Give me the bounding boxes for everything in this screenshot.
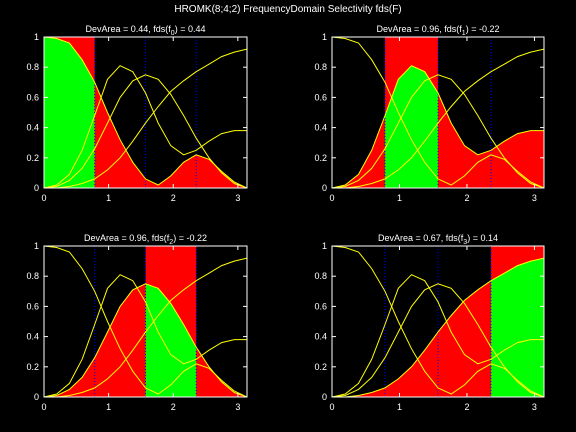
- filter-curve-2: [44, 283, 247, 397]
- filter-curve-2: [332, 283, 544, 397]
- plot-area: [44, 246, 247, 397]
- filter-curve-3: [332, 48, 544, 188]
- figure-suptitle: HROMK(8;4;2) FrequencyDomain Selectivity…: [174, 4, 401, 15]
- filter-curve-3: [332, 257, 544, 397]
- filter-curve-1: [332, 274, 544, 397]
- plot-area: [44, 37, 247, 188]
- y-tick-label: 0.2: [314, 153, 327, 163]
- plot-area: [332, 246, 544, 397]
- y-tick-label: 0: [34, 183, 39, 193]
- y-tick-label: 0.6: [314, 301, 327, 311]
- axes-frame: [43, 245, 248, 398]
- subplot-2: 0 1 2 3 0 0.2 0.4 0.6 0.8 1 DevArea = 0.96, fds(f1…: [314, 24, 545, 203]
- x-tick-label: 2: [171, 193, 176, 203]
- y-tick-label: 0.4: [314, 332, 327, 342]
- subplot-grid: 0 1 2 3 0 0.2 0.4 0.6 0.8 1 DevArea = 0.44, fds(f0…: [26, 24, 545, 412]
- y-tick-label: 0.4: [26, 123, 39, 133]
- subplot-title: DevArea = 0.96, fds(f2) = -0.22: [84, 233, 207, 246]
- plot-area: [332, 37, 544, 188]
- y-tick-label: 0.8: [26, 62, 39, 72]
- x-tick-label: 1: [397, 193, 402, 203]
- x-tick-label: 3: [235, 402, 240, 412]
- x-tick-label: 3: [532, 402, 537, 412]
- y-tick-label: 0.6: [26, 301, 39, 311]
- y-tick-label: 0.6: [314, 92, 327, 102]
- passband-fill: [490, 258, 544, 397]
- deviation-area: [44, 283, 247, 397]
- x-tick-label: 0: [329, 193, 334, 203]
- filter-curve-1: [44, 65, 247, 188]
- y-tick-label: 1: [34, 32, 39, 42]
- subplot-1: 0 1 2 3 0 0.2 0.4 0.6 0.8 1 DevArea = 0.44, fds(f0…: [26, 24, 248, 203]
- y-tick-label: 0.4: [314, 123, 327, 133]
- x-tick-label: 3: [532, 193, 537, 203]
- x-tick-label: 0: [329, 402, 334, 412]
- y-tick-label: 1: [34, 241, 39, 251]
- filter-curve-3: [44, 257, 247, 397]
- x-tick-label: 2: [171, 402, 176, 412]
- subplot-3: 0 1 2 3 0 0.2 0.4 0.6 0.8 1 DevArea = 0.96, fds(f2…: [26, 233, 248, 412]
- subplot-title: DevArea = 0.96, fds(f1) = -0.22: [377, 24, 500, 37]
- deviation-area: [44, 37, 247, 188]
- x-tick-label: 0: [41, 402, 46, 412]
- passband-fill: [384, 65, 439, 188]
- x-tick-label: 1: [106, 193, 111, 203]
- x-tick-label: 2: [464, 402, 469, 412]
- x-tick-label: 1: [106, 402, 111, 412]
- subplot-title: DevArea = 0.44, fds(f0) = 0.44: [86, 24, 206, 37]
- filter-curve-1: [332, 65, 544, 188]
- filter-curve-2: [44, 74, 247, 188]
- y-tick-label: 0.8: [314, 271, 327, 281]
- subplot-title: DevArea = 0.67, fds(f3) = 0.14: [378, 233, 498, 246]
- y-tick-label: 0.2: [26, 153, 39, 163]
- x-tick-label: 2: [464, 193, 469, 203]
- y-tick-label: 0: [34, 392, 39, 402]
- x-tick-label: 3: [235, 193, 240, 203]
- y-tick-label: 1: [322, 241, 327, 251]
- y-tick-label: 0.6: [26, 92, 39, 102]
- axes-frame: [43, 36, 248, 189]
- y-tick-label: 0.8: [314, 62, 327, 72]
- axes-frame: [331, 245, 545, 398]
- y-tick-label: 0.4: [26, 332, 39, 342]
- filter-curve-1: [44, 274, 247, 397]
- x-tick-label: 0: [41, 193, 46, 203]
- filter-curve-2: [332, 74, 544, 188]
- subplot-4: 0 1 2 3 0 0.2 0.4 0.6 0.8 1 DevArea = 0.67, fds(f3…: [314, 233, 545, 412]
- y-tick-label: 0.2: [314, 362, 327, 372]
- y-tick-label: 0: [322, 392, 327, 402]
- y-tick-label: 0.2: [26, 362, 39, 372]
- y-tick-label: 0.8: [26, 271, 39, 281]
- passband-fill: [145, 283, 197, 397]
- y-tick-label: 0: [322, 183, 327, 193]
- x-tick-label: 1: [397, 402, 402, 412]
- y-tick-label: 1: [322, 32, 327, 42]
- axes-frame: [331, 36, 545, 189]
- filter-curve-3: [44, 48, 247, 188]
